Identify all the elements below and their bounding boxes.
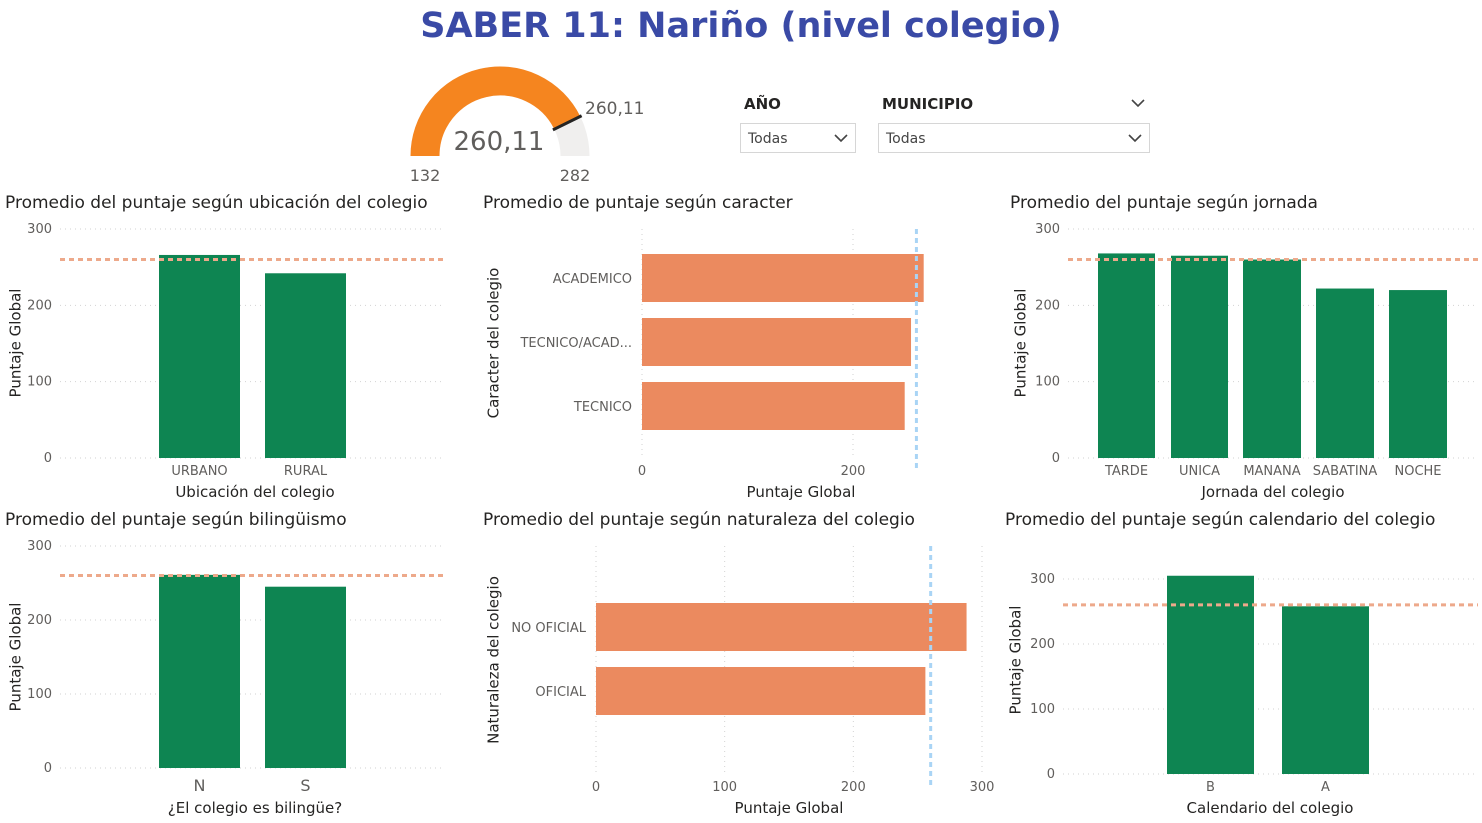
naturaleza-x-tick-label: 0	[592, 780, 600, 795]
naturaleza-x-tick-label: 200	[841, 780, 866, 795]
chevron-down-icon[interactable]	[1130, 95, 1146, 111]
caracter-y-tick-label: ACADEMICO	[553, 272, 632, 287]
bilinguismo-bar-s	[265, 586, 346, 768]
jornada-x-tick-label: SABATINA	[1313, 464, 1378, 479]
ubicacion-y-tick-label: 0	[44, 451, 52, 466]
jornada-x-tick-label: MANANA	[1243, 464, 1300, 479]
naturaleza-y-tick-label: OFICIAL	[535, 685, 586, 700]
bilinguismo-x-axis-title: ¿El colegio es bilingüe?	[168, 799, 342, 817]
year-filter-dropdown[interactable]: Todas	[740, 123, 856, 153]
jornada-bar-sabatina	[1316, 288, 1374, 458]
calendario-bar-a	[1282, 606, 1369, 774]
bilinguismo-bar-n	[159, 574, 240, 768]
naturaleza-x-tick-label: 300	[970, 780, 995, 795]
calendario-x-tick-label: B	[1206, 780, 1215, 795]
naturaleza-x-tick-label: 100	[712, 780, 737, 795]
calendario-x-axis-title: Calendario del colegio	[1187, 799, 1354, 817]
caracter-y-tick-label: TECNICO/ACAD...	[519, 336, 632, 351]
calendario-y-tick-label: 0	[1047, 767, 1055, 782]
caracter-x-tick-label: 0	[638, 464, 646, 479]
chart-title-calendario: Promedio del puntaje según calendario de…	[1005, 510, 1436, 530]
gauge-fill	[410, 66, 581, 157]
ubicacion-y-tick-label: 100	[27, 375, 52, 390]
jornada-y-tick-label: 300	[1035, 222, 1060, 237]
chart-title-jornada: Promedio del puntaje según jornada	[1010, 193, 1318, 213]
calendario-y-tick-label: 100	[1030, 702, 1055, 717]
caracter-bar-1	[642, 318, 912, 366]
chart-title-naturaleza: Promedio del puntaje según naturaleza de…	[483, 510, 915, 530]
jornada-bar-manana	[1243, 259, 1301, 458]
municipio-filter-label: MUNICIPIO	[882, 95, 974, 113]
naturaleza-x-axis-title: Puntaje Global	[735, 799, 844, 817]
chevron-down-icon	[1128, 134, 1142, 143]
ubicacion-x-tick-label: URBANO	[171, 464, 227, 479]
caracter-bar-0	[642, 254, 924, 302]
jornada-y-tick-label: 200	[1035, 298, 1060, 313]
calendario-y-tick-label: 200	[1030, 637, 1055, 652]
ubicacion-bar-urbano	[159, 254, 240, 458]
naturaleza-bar-0	[596, 603, 967, 651]
chart-title-caracter: Promedio de puntaje según caracter	[483, 193, 793, 213]
bilinguismo-y-tick-label: 0	[44, 761, 52, 776]
chart-title-bilinguismo: Promedio del puntaje según bilingüismo	[5, 510, 347, 530]
chevron-down-icon	[834, 134, 848, 143]
jornada-y-tick-label: 0	[1052, 451, 1060, 466]
report-title: SABER 11: Nariño (nivel colegio)	[420, 6, 1062, 46]
jornada-x-tick-label: UNICA	[1179, 464, 1220, 479]
ubicacion-x-tick-label: RURAL	[284, 464, 328, 479]
gauge-chart[interactable]: 260,11 260,11 132 282	[400, 58, 660, 188]
caracter-y-axis-title: Caracter del colegio	[484, 268, 502, 419]
naturaleza-y-tick-label: NO OFICIAL	[511, 621, 586, 636]
ubicacion-x-axis-title: Ubicación del colegio	[175, 483, 334, 501]
bilinguismo-y-tick-label: 300	[27, 539, 52, 554]
naturaleza-bar-1	[596, 667, 926, 715]
calendario-y-tick-label: 300	[1030, 572, 1055, 587]
jornada-bar-noche	[1389, 290, 1447, 458]
calendario-y-axis-title: Puntaje Global	[1006, 606, 1024, 715]
calendario-x-tick-label: A	[1321, 780, 1330, 795]
jornada-x-tick-label: NOCHE	[1394, 464, 1441, 479]
caracter-bar-2	[642, 382, 905, 430]
jornada-y-tick-label: 100	[1035, 375, 1060, 390]
ubicacion-bar-rural	[265, 273, 346, 458]
year-filter-label: AÑO	[744, 95, 781, 113]
year-filter-value: Todas	[748, 131, 788, 147]
gauge-target-label: 260,11	[585, 99, 644, 119]
gauge-value: 260,11	[454, 127, 545, 157]
ubicacion-y-tick-label: 200	[27, 298, 52, 313]
chart-title-ubicacion: Promedio del puntaje según ubicación del…	[5, 193, 428, 213]
gauge-max-label: 282	[560, 166, 591, 185]
calendario-bar-b	[1167, 575, 1254, 774]
naturaleza-y-axis-title: Naturaleza del colegio	[484, 576, 502, 744]
bilinguismo-x-tick-label: S	[300, 776, 310, 795]
municipio-filter-dropdown[interactable]: Todas	[878, 123, 1150, 153]
caracter-y-tick-label: TECNICO	[573, 400, 632, 415]
bilinguismo-y-tick-label: 100	[27, 687, 52, 702]
caracter-x-axis-title: Puntaje Global	[747, 483, 856, 501]
gauge-target-marker	[552, 114, 583, 132]
caracter-x-tick-label: 200	[841, 464, 866, 479]
bilinguismo-y-tick-label: 200	[27, 613, 52, 628]
municipio-filter-value: Todas	[886, 131, 926, 147]
jornada-bar-tarde	[1098, 253, 1155, 458]
bilinguismo-y-axis-title: Puntaje Global	[6, 603, 24, 712]
bilinguismo-x-tick-label: N	[194, 776, 206, 795]
jornada-x-axis-title: Jornada del colegio	[1200, 483, 1344, 501]
jornada-bar-unica	[1171, 255, 1228, 458]
gauge-min-label: 132	[410, 166, 441, 185]
ubicacion-y-axis-title: Puntaje Global	[6, 289, 24, 398]
jornada-y-axis-title: Puntaje Global	[1011, 289, 1029, 398]
jornada-x-tick-label: TARDE	[1104, 464, 1148, 479]
ubicacion-y-tick-label: 300	[27, 222, 52, 237]
